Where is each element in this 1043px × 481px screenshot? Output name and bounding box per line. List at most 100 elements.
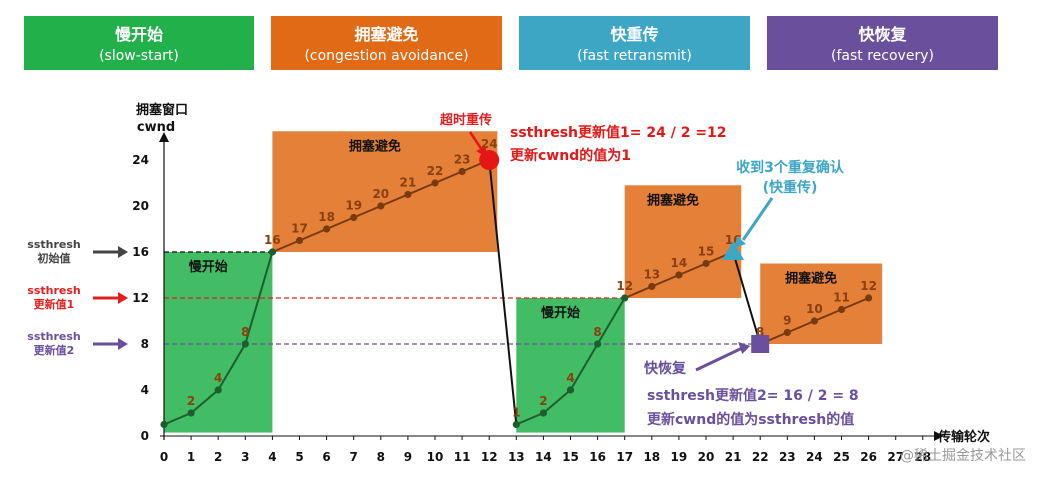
y-tick-label: 0 [141, 429, 149, 443]
phase-region-label: 拥塞避免 [647, 192, 699, 208]
recovery-arrow-head [738, 342, 751, 354]
data-point-label: 20 [372, 187, 389, 201]
cwnd-segment [542, 389, 572, 414]
data-point [187, 409, 195, 417]
data-point [377, 202, 385, 210]
legend-box-fast-retransmit: 快重传 (fast retransmit) [519, 16, 750, 70]
x-tick-label: 4 [268, 450, 276, 464]
data-point [323, 225, 331, 233]
y-tick-label: 24 [132, 153, 149, 167]
x-tick-label: 2 [214, 450, 222, 464]
x-tick-label: 25 [833, 450, 850, 464]
x-axis-arrow [934, 431, 944, 441]
dupack-note: (快重传) [763, 179, 818, 196]
cwnd-segment [299, 228, 327, 242]
recovery-note: 更新cwnd的值为ssthresh的值 [647, 411, 854, 428]
x-tick-label: 0 [160, 450, 168, 464]
timeout-note: ssthresh更新值1= 24 / 2 =12 [510, 124, 727, 141]
recovery-note: ssthresh更新值2= 16 / 2 = 8 [647, 387, 859, 404]
threshold-label: 更新值2 [34, 343, 75, 357]
x-tick-label: 13 [508, 450, 525, 464]
data-point-label: 8 [241, 325, 249, 339]
data-point-label: 18 [318, 210, 335, 224]
timeout-arrow-shaft [468, 131, 484, 151]
timeout-arrow-head [476, 146, 486, 157]
legend-subtitle: (congestion avoidance) [304, 48, 469, 64]
data-point-label: 9 [783, 314, 791, 328]
y-tick-label: 8 [141, 337, 149, 351]
data-point-label: 16 [264, 233, 281, 247]
data-point [810, 317, 819, 325]
phase-region-label: 拥塞避免 [785, 271, 837, 287]
x-tick-label: 18 [643, 450, 660, 464]
dupack-marker [722, 241, 745, 260]
data-point-label: 8 [593, 325, 601, 339]
recovery-arrow-shaft [695, 346, 743, 372]
threshold-arrow-head [118, 338, 128, 350]
threshold-label: 更新值1 [34, 297, 75, 311]
y-axis-title: cwnd [137, 120, 175, 135]
data-point-label: 1 [512, 406, 520, 420]
data-point-label: 4 [214, 371, 222, 385]
watermark-text: @稀土掘金技术社区 [900, 448, 1026, 464]
cwnd-segment [569, 343, 599, 391]
cwnd-segment [326, 216, 355, 230]
y-axis-title: 拥塞窗口 [136, 102, 188, 118]
x-tick-label: 16 [589, 450, 606, 464]
cwnd-segment [244, 251, 274, 345]
cwnd-segment [190, 389, 219, 414]
timeout-note: 更新cwnd的值为1 [510, 147, 631, 164]
y-tick-label: 4 [141, 383, 149, 397]
y-tick-label: 20 [132, 199, 149, 213]
phase-region [760, 263, 883, 344]
data-point [675, 271, 683, 279]
data-point-label: 15 [698, 245, 715, 259]
x-tick-label: 28 [914, 450, 931, 464]
data-point [539, 409, 548, 417]
legend-box-congestion-avoidance: 拥塞避免 (congestion avoidance) [271, 16, 502, 70]
cwnd-segment [678, 262, 707, 276]
threshold-label: ssthresh [27, 330, 80, 343]
data-point [702, 259, 710, 268]
data-point-label: 8 [756, 325, 764, 339]
recovery-marker [751, 335, 770, 353]
phase-region [624, 185, 742, 298]
cwnd-segment [515, 412, 544, 426]
legend-title: 快重传 [610, 25, 659, 44]
x-tick-label: 9 [404, 450, 412, 464]
legend-subtitle: (fast recovery) [831, 48, 934, 64]
data-point-label: 14 [671, 256, 688, 270]
data-point [241, 340, 249, 348]
threshold-label: ssthresh [27, 238, 80, 251]
cwnd-segment [272, 239, 300, 253]
threshold-arrow-head [118, 292, 128, 304]
legend-box-fast-recovery: 快恢复 (fast recovery) [767, 16, 998, 70]
data-point-label: 11 [833, 291, 850, 305]
x-tick-label: 24 [806, 450, 823, 464]
data-point [404, 190, 412, 199]
data-point-label: 22 [427, 164, 444, 178]
dupack-arrow-shaft [741, 197, 774, 241]
data-point [268, 248, 276, 256]
phase-region-label: 慢开始 [189, 259, 228, 275]
legend-title: 拥塞避免 [354, 25, 419, 44]
cwnd-segment [841, 297, 869, 311]
timeout-label: 超时重传 [440, 112, 492, 128]
cwnd-segment [353, 205, 382, 219]
threshold-arrow-head [118, 246, 128, 258]
data-point-label: 21 [400, 176, 417, 190]
y-tick-label: 12 [132, 291, 149, 305]
legend-box-slow-start: 慢开始 (slow-start) [24, 16, 254, 70]
dupack-note: 收到3个重复确认 [736, 159, 845, 176]
x-tick-label: 27 [887, 450, 904, 464]
phase-region [516, 298, 625, 433]
x-tick-label: 15 [562, 450, 579, 464]
recovery-label: 快恢复 [644, 360, 687, 377]
x-tick-label: 17 [616, 450, 633, 464]
x-tick-label: 21 [725, 450, 742, 464]
cwnd-segment [434, 170, 463, 184]
y-tick-label: 16 [132, 245, 149, 259]
data-point-label: 2 [187, 394, 195, 408]
cwnd-segment [596, 297, 626, 345]
